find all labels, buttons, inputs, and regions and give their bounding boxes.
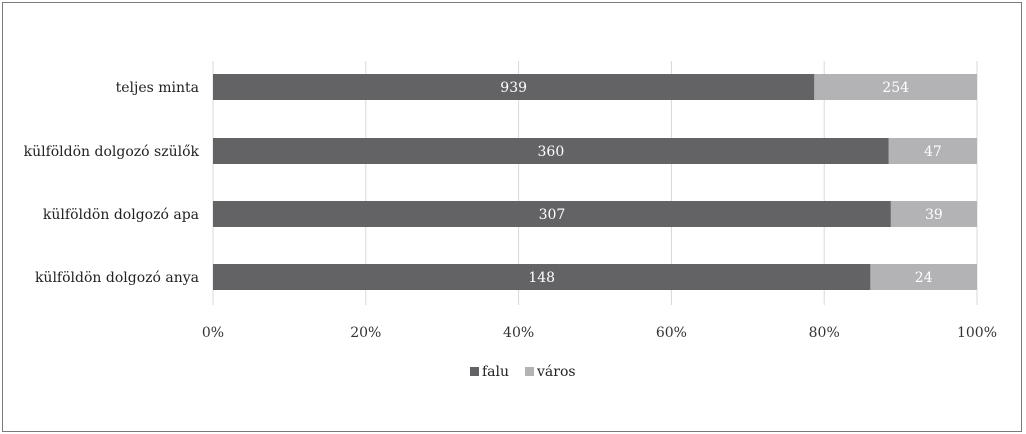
data-label-varos: 24 [915,270,933,286]
legend-swatch-varos [525,367,534,376]
x-tick-label: 0% [202,325,224,341]
legend-swatch-falu [470,367,479,376]
data-label-falu: 360 [538,144,565,160]
category-label-kulfoldon-dolgozo-anya: külföldön dolgozó anya [35,270,199,286]
legend-label-falu: falu [482,364,509,380]
bar-varos-kulfoldon-dolgozo-anya [870,264,977,290]
x-axis-tick-labels: 0% 20% 40% 60% 80% 100% [202,325,997,341]
bar-varos-teljes-minta [814,74,977,100]
data-label-falu: 307 [539,207,566,223]
data-label-varos: 39 [925,207,943,223]
bars: 939 254 360 47 307 39 148 24 [213,74,977,290]
legend: falu város [470,364,576,380]
x-tick-label: 40% [503,325,534,341]
category-labels: teljes minta külföldön dolgozó szülők külf… [24,80,200,286]
data-label-falu: 148 [528,270,555,286]
category-label-kulfoldon-dolgozo-szulok: külföldön dolgozó szülők [24,144,200,160]
x-tick-label: 60% [656,325,687,341]
x-tick-label: 20% [350,325,381,341]
bar-falu-teljes-minta [213,74,815,100]
stacked-bar-chart: 939 254 360 47 307 39 148 24 teljes minta külföl… [24,61,997,380]
data-label-varos: 47 [924,144,942,160]
bar-varos-kulfoldon-dolgozo-szulok [888,138,977,164]
category-label-teljes-minta: teljes minta [116,80,199,96]
legend-label-varos: város [536,364,576,380]
data-label-falu: 939 [500,80,527,96]
x-tick-label: 100% [957,325,997,341]
data-label-varos: 254 [882,80,909,96]
category-label-kulfoldon-dolgozo-apa: külföldön dolgozó apa [43,207,199,223]
bar-varos-kulfoldon-dolgozo-apa [890,201,977,227]
bar-falu-kulfoldon-dolgozo-anya [213,264,871,290]
x-tick-label: 80% [809,325,840,341]
bar-falu-kulfoldon-dolgozo-szulok [213,138,889,164]
bar-falu-kulfoldon-dolgozo-apa [213,201,891,227]
